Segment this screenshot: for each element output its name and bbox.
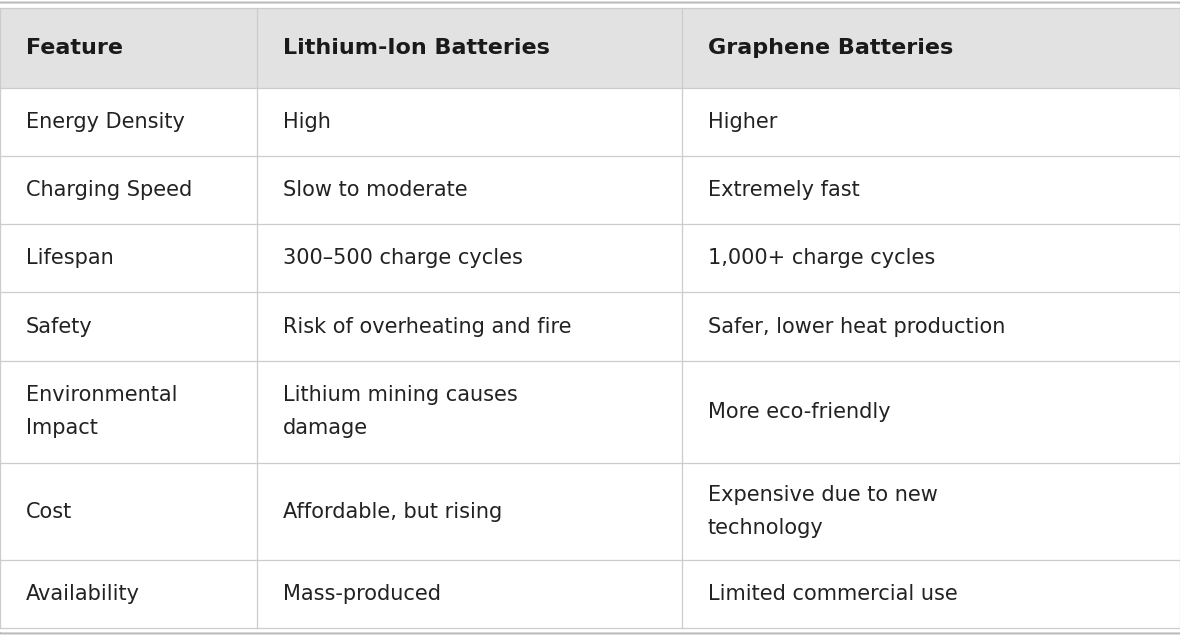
Bar xyxy=(257,224,682,293)
Bar xyxy=(682,88,1180,156)
Text: Lithium-Ion Batteries: Lithium-Ion Batteries xyxy=(283,38,550,58)
Bar xyxy=(682,156,1180,224)
Text: Higher: Higher xyxy=(708,112,778,132)
Bar xyxy=(682,8,1180,88)
Bar xyxy=(0,88,257,156)
Text: Charging Speed: Charging Speed xyxy=(26,180,192,200)
Text: Mass-produced: Mass-produced xyxy=(283,584,441,604)
Bar xyxy=(257,361,682,463)
Bar xyxy=(0,156,257,224)
Text: More eco-friendly: More eco-friendly xyxy=(708,402,891,422)
Text: Lithium mining causes
damage: Lithium mining causes damage xyxy=(283,385,518,438)
Bar xyxy=(0,293,257,361)
Bar xyxy=(682,224,1180,293)
Bar xyxy=(682,560,1180,628)
Text: Graphene Batteries: Graphene Batteries xyxy=(708,38,953,58)
Text: Lifespan: Lifespan xyxy=(26,248,113,268)
Bar xyxy=(257,560,682,628)
Text: Affordable, but rising: Affordable, but rising xyxy=(283,502,503,522)
Text: Limited commercial use: Limited commercial use xyxy=(708,584,958,604)
Bar xyxy=(257,463,682,560)
Text: Risk of overheating and fire: Risk of overheating and fire xyxy=(283,317,571,336)
Text: Slow to moderate: Slow to moderate xyxy=(283,180,467,200)
Bar xyxy=(257,88,682,156)
Text: Feature: Feature xyxy=(26,38,123,58)
Bar xyxy=(682,293,1180,361)
Text: High: High xyxy=(283,112,332,132)
Text: Environmental
Impact: Environmental Impact xyxy=(26,385,177,438)
Bar xyxy=(257,8,682,88)
Text: Safer, lower heat production: Safer, lower heat production xyxy=(708,317,1005,336)
Text: Extremely fast: Extremely fast xyxy=(708,180,860,200)
Bar xyxy=(0,463,257,560)
Bar xyxy=(682,463,1180,560)
Text: Expensive due to new
technology: Expensive due to new technology xyxy=(708,485,938,538)
Bar xyxy=(0,224,257,293)
Text: Cost: Cost xyxy=(26,502,72,522)
Text: 1,000+ charge cycles: 1,000+ charge cycles xyxy=(708,248,936,268)
Bar xyxy=(0,8,257,88)
Text: Availability: Availability xyxy=(26,584,140,604)
Bar xyxy=(0,361,257,463)
Bar xyxy=(257,156,682,224)
Bar xyxy=(257,293,682,361)
Text: 300–500 charge cycles: 300–500 charge cycles xyxy=(283,248,523,268)
Bar xyxy=(682,361,1180,463)
Text: Safety: Safety xyxy=(26,317,93,336)
Bar xyxy=(0,560,257,628)
Text: Energy Density: Energy Density xyxy=(26,112,185,132)
